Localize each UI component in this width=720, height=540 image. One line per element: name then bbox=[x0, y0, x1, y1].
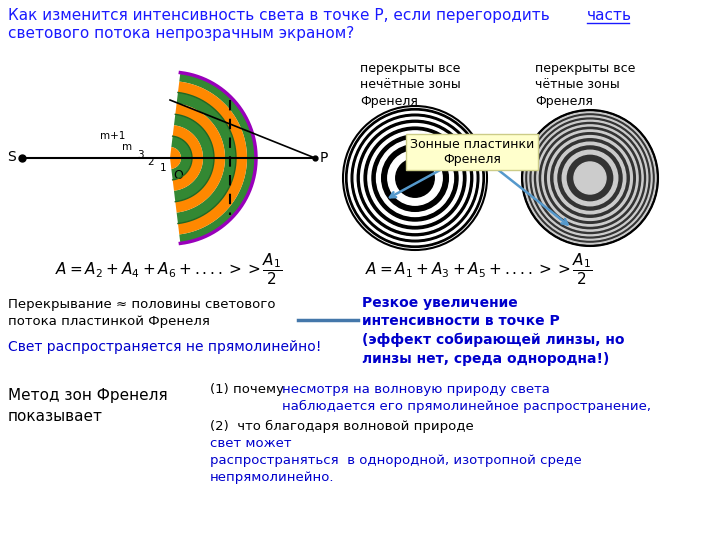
Circle shape bbox=[372, 135, 458, 221]
Circle shape bbox=[388, 151, 442, 205]
Text: (1) почему: (1) почему bbox=[210, 383, 288, 396]
Circle shape bbox=[364, 127, 466, 229]
Text: перекрыты все
нечётные зоны
Френеля: перекрыты все нечётные зоны Френеля bbox=[360, 62, 461, 108]
Polygon shape bbox=[178, 82, 247, 234]
Circle shape bbox=[343, 106, 487, 250]
Circle shape bbox=[354, 117, 476, 239]
Circle shape bbox=[548, 136, 632, 220]
Text: свет может
распространяться  в однородной, изотропной среде
непрямолинейно.: свет может распространяться в однородной… bbox=[210, 437, 582, 484]
Polygon shape bbox=[173, 125, 203, 191]
Circle shape bbox=[522, 110, 658, 246]
Text: 2: 2 bbox=[148, 157, 154, 167]
Circle shape bbox=[539, 127, 641, 228]
Polygon shape bbox=[179, 73, 255, 242]
Text: Зонные пластинки
Френеля: Зонные пластинки Френеля bbox=[410, 138, 534, 166]
Circle shape bbox=[348, 111, 482, 245]
Circle shape bbox=[351, 114, 479, 242]
Text: 1: 1 bbox=[160, 163, 166, 173]
Text: часть: часть bbox=[587, 8, 632, 23]
Polygon shape bbox=[170, 147, 181, 169]
Text: несмотря на волновую природу света
наблюдается его прямолинейное распространение: несмотря на волновую природу света наблю… bbox=[282, 383, 651, 413]
Text: $A = A_2 + A_4 + A_6 + .... >> \dfrac{A_1}{2}$: $A = A_2 + A_4 + A_6 + .... >> \dfrac{A_… bbox=[55, 252, 282, 287]
Text: Перекрывание ≈ половины светового
потока пластинкой Френеля: Перекрывание ≈ половины светового потока… bbox=[8, 298, 276, 328]
Circle shape bbox=[357, 120, 473, 236]
Circle shape bbox=[524, 112, 656, 244]
Text: светового потока непрозрачным экраном?: светового потока непрозрачным экраном? bbox=[8, 26, 354, 41]
Circle shape bbox=[526, 114, 654, 242]
Circle shape bbox=[534, 123, 646, 233]
Text: Метод зон Френеля
показывает: Метод зон Френеля показывает bbox=[8, 388, 168, 424]
Polygon shape bbox=[176, 92, 236, 224]
Circle shape bbox=[361, 124, 469, 232]
Circle shape bbox=[554, 142, 626, 214]
Circle shape bbox=[346, 109, 485, 247]
Text: m: m bbox=[122, 142, 132, 152]
Polygon shape bbox=[174, 114, 214, 201]
Text: P: P bbox=[320, 151, 328, 165]
Text: $A = A_1 + A_3 + A_5 + .... >> \dfrac{A_1}{2}$: $A = A_1 + A_3 + A_5 + .... >> \dfrac{A_… bbox=[365, 252, 593, 287]
Text: Как изменится интенсивность света в точке Р, если перегородить: Как изменится интенсивность света в точк… bbox=[8, 8, 554, 23]
Circle shape bbox=[558, 146, 622, 210]
Circle shape bbox=[382, 145, 449, 211]
Text: S: S bbox=[7, 150, 16, 164]
Text: Резкое увеличение
интенсивности в точке P
(эффект собирающей линзы, но
линзы нет: Резкое увеличение интенсивности в точке … bbox=[362, 296, 624, 366]
Circle shape bbox=[574, 162, 606, 194]
Circle shape bbox=[530, 118, 650, 238]
Circle shape bbox=[567, 156, 613, 201]
Text: перекрыты все
чётные зоны
Френеля: перекрыты все чётные зоны Френеля bbox=[535, 62, 635, 108]
Polygon shape bbox=[171, 136, 192, 180]
Polygon shape bbox=[175, 103, 225, 213]
Circle shape bbox=[542, 130, 638, 226]
Text: (2)  что благодаря волновой природе: (2) что благодаря волновой природе bbox=[210, 420, 478, 433]
Circle shape bbox=[537, 125, 643, 231]
Text: Свет распространяется не прямолинейно!: Свет распространяется не прямолинейно! bbox=[8, 340, 321, 354]
Circle shape bbox=[368, 131, 462, 225]
Text: m+1: m+1 bbox=[100, 131, 126, 141]
Circle shape bbox=[377, 139, 454, 217]
Circle shape bbox=[396, 159, 434, 197]
Text: 3: 3 bbox=[137, 150, 143, 160]
Circle shape bbox=[551, 139, 629, 217]
Circle shape bbox=[528, 116, 652, 240]
Circle shape bbox=[562, 150, 618, 206]
Circle shape bbox=[532, 120, 648, 236]
Text: O: O bbox=[173, 169, 183, 182]
Circle shape bbox=[544, 133, 635, 224]
